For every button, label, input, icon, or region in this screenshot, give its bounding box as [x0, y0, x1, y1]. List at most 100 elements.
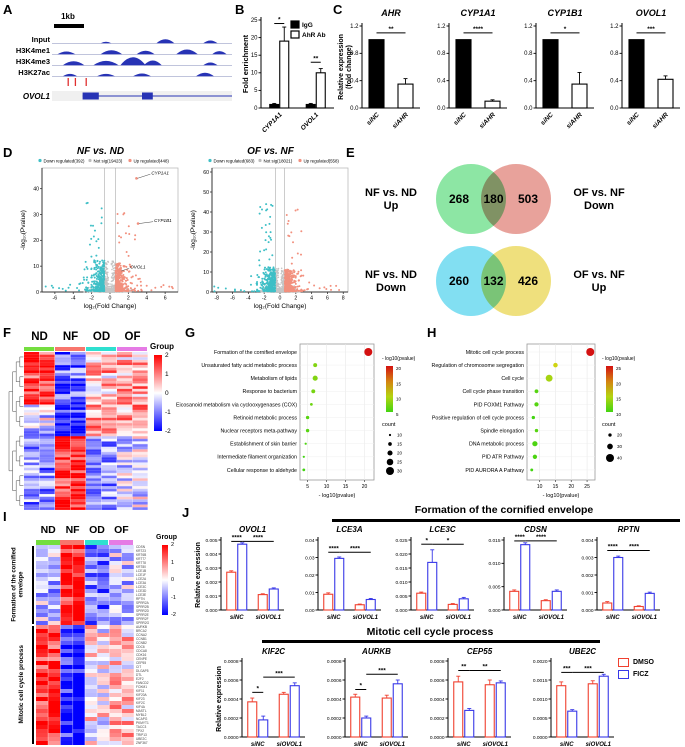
svg-text:OVOL1: OVOL1: [239, 525, 267, 534]
svg-text:0.004: 0.004: [205, 552, 217, 558]
track-signal-Input: [52, 39, 232, 44]
panel-c-chart-ahr: 0.0 0.4 0.8 1.2 ** AHR siNC siAHR Relative expre…: [338, 4, 424, 137]
svg-text:siOVOL1: siOVOL1: [539, 615, 565, 621]
E-up-overlap-count: 180: [483, 192, 504, 206]
j-treatment-legend: DMSO FICZ: [618, 658, 654, 682]
svg-text:0.4: 0.4: [610, 78, 619, 84]
svg-text:0.0000: 0.0000: [430, 735, 445, 741]
E-up-left-count: 268: [448, 192, 470, 206]
svg-text:siAHR: siAHR: [391, 111, 410, 130]
svg-text:count: count: [382, 422, 396, 428]
svg-text:15: 15: [343, 484, 349, 490]
svg-text:0.0000: 0.0000: [533, 735, 548, 741]
svg-text:Relative expression: Relative expression: [216, 666, 223, 732]
svg-text:0.005: 0.005: [395, 594, 407, 600]
svg-text:***: ***: [584, 666, 592, 673]
svg-text:OVOL1: OVOL1: [130, 265, 146, 270]
svg-text:OVOL1: OVOL1: [636, 8, 667, 18]
svg-text:0.0006: 0.0006: [224, 678, 239, 684]
svg-text:0.000: 0.000: [581, 608, 593, 614]
svg-text:5: 5: [306, 484, 309, 490]
svg-text:15: 15: [616, 397, 622, 402]
svg-text:0.0004: 0.0004: [430, 697, 445, 703]
heatmap-col-label-NF: NF: [62, 331, 79, 343]
j-header-cornified-envelope: Formation of the cornified envelope: [414, 504, 594, 516]
svg-text:30: 30: [617, 444, 623, 449]
svg-text:*: *: [447, 537, 450, 544]
svg-text:0.005: 0.005: [488, 584, 500, 590]
D-NFND-points: [44, 177, 174, 293]
panel-c-chart-cyp1a1: 0.0 0.4 0.8 1.2 **** CYP1A1 siNC siAHR: [425, 4, 511, 137]
E-down-circles: 260 132 426: [436, 246, 556, 318]
panel-label-i: I: [3, 509, 7, 524]
C-AHR-svg: 0.0 0.4 0.8 1.2 ** AHR siNC siAHR Relative expre…: [338, 8, 420, 130]
E-down-right-circle: [481, 246, 551, 316]
svg-text:30: 30: [33, 212, 39, 218]
svg-text:KIF2C: KIF2C: [262, 647, 285, 656]
panel-label-g: G: [185, 325, 196, 340]
svg-text:0.0020: 0.0020: [533, 659, 548, 665]
svg-text:PID ATR Pathway: PID ATR Pathway: [482, 455, 524, 461]
heatmap-group-bar-OD: [86, 346, 117, 351]
svg-text:15: 15: [396, 381, 402, 386]
E-up-left-label: NF vs. ND Up: [365, 187, 417, 212]
svg-text:20: 20: [568, 484, 574, 490]
heatmap-colorbar: [154, 355, 162, 431]
svg-text:****: ****: [515, 534, 526, 541]
svg-text:***: ***: [378, 668, 386, 675]
svg-text:0.010: 0.010: [395, 580, 407, 586]
svg-text:siOVOL1: siOVOL1: [586, 742, 612, 747]
j-header-bar-1: [332, 519, 680, 522]
svg-text:****: ****: [629, 544, 640, 551]
svg-text:siNC: siNC: [606, 615, 620, 621]
svg-text:0.010: 0.010: [488, 561, 500, 567]
svg-text:Down regulated(392): Down regulated(392): [44, 158, 86, 163]
svg-text:0.0004: 0.0004: [327, 697, 342, 703]
svg-text:0.0000: 0.0000: [224, 735, 239, 741]
E-up-right-count: 503: [517, 192, 539, 206]
svg-text:-2: -2: [262, 296, 267, 302]
J-CEP55-svg: 0.0000 0.0002 0.0004 0.0006 0.0008 ** ** CEP55 s…: [430, 647, 511, 747]
svg-text:*: *: [278, 17, 281, 24]
svg-text:0: 0: [109, 296, 112, 302]
svg-text:0: 0: [36, 290, 39, 296]
svg-text:20: 20: [251, 35, 258, 41]
svg-text:0.0000: 0.0000: [327, 735, 342, 741]
svg-text:Cell cycle: Cell cycle: [501, 376, 524, 382]
D-OFNF-points: [213, 203, 341, 293]
svg-text:10: 10: [251, 71, 258, 77]
svg-text:0.003: 0.003: [581, 555, 593, 561]
svg-text:50: 50: [203, 190, 209, 196]
svg-text:0.0002: 0.0002: [327, 716, 342, 722]
svg-text:-8: -8: [214, 296, 219, 302]
svg-text:0.0: 0.0: [610, 106, 619, 112]
gene-label: OVOL1: [22, 92, 50, 101]
panel-h-go-dotplot: 10 15 20 25 Mitotic cell cycle process Regula…: [428, 328, 685, 510]
svg-text:0.04: 0.04: [305, 538, 315, 544]
svg-text:8: 8: [342, 296, 345, 302]
svg-text:0.0006: 0.0006: [430, 678, 445, 684]
E-up-right-label: OF vs. NF Down: [573, 187, 625, 212]
heatmap-dendrogram: [8, 356, 24, 506]
svg-text:Intermediate filament organiza: Intermediate filament organization: [217, 455, 297, 461]
svg-text:-log₁₀(Pvalue): -log₁₀(Pvalue): [20, 210, 27, 250]
svg-text:0.0: 0.0: [437, 106, 446, 112]
svg-text:PID AURORA A Pathway: PID AURORA A Pathway: [465, 468, 524, 474]
svg-text:UBE2C: UBE2C: [569, 647, 596, 656]
svg-text:0.0002: 0.0002: [430, 716, 445, 722]
svg-text:-2: -2: [89, 296, 94, 302]
panel-label-j: J: [182, 505, 190, 520]
heatmap-colorbar-tick: 2: [165, 351, 169, 359]
svg-text:0.005: 0.005: [205, 538, 217, 544]
svg-text:siNC: siNC: [230, 615, 244, 621]
svg-text:LCE3A: LCE3A: [336, 525, 362, 534]
svg-text:count: count: [602, 422, 616, 428]
legend-label-FICZ: FICZ: [633, 671, 649, 678]
heatmap-col-label-NF: NF: [65, 524, 80, 536]
svg-text:siNC: siNC: [625, 111, 641, 127]
svg-text:LCE3C: LCE3C: [429, 525, 455, 534]
svg-text:0.4: 0.4: [524, 78, 533, 84]
svg-text:10: 10: [397, 433, 403, 438]
svg-text:0.03: 0.03: [305, 555, 315, 561]
